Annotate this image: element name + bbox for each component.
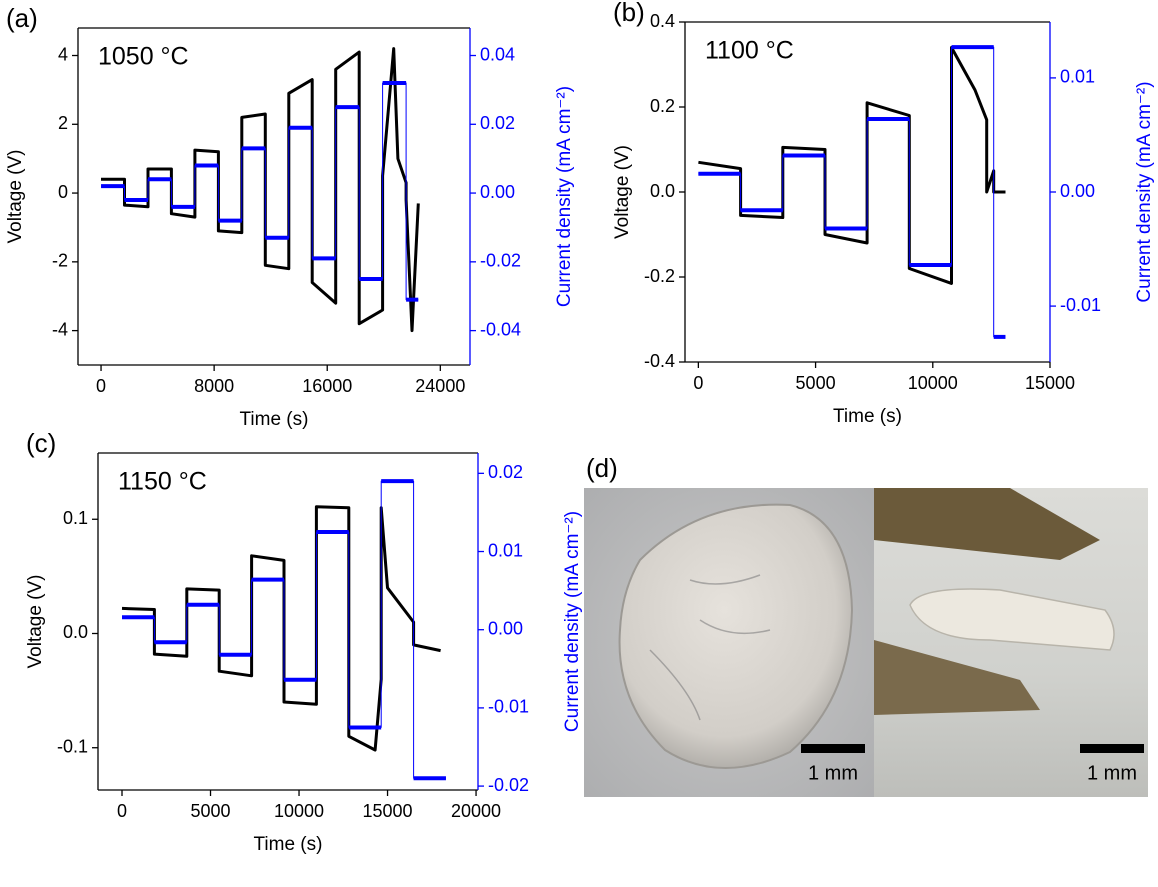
x-tick-label: 15000 <box>363 801 413 821</box>
x-tick-label: 8000 <box>194 376 234 396</box>
x-tick-label: 10000 <box>908 373 958 393</box>
y2-tick-label: 0.01 <box>1060 67 1095 87</box>
y2-tick-label: 0.04 <box>480 44 515 64</box>
y-tick-label: 4 <box>58 44 68 64</box>
chart: 0 8000 16000 24000 -4 -2 0 2 4 -0.04 -0.02 0.00 0.02… <box>5 3 575 430</box>
y-tick-label: -0.4 <box>644 351 675 371</box>
voltage-line <box>121 505 441 752</box>
tweezer-bottom <box>874 640 1040 715</box>
scale-bar <box>801 744 865 753</box>
annotation: 1050 °C <box>98 43 189 71</box>
y2-tick-label: 0.01 <box>488 540 523 560</box>
y2-tick-label: -0.02 <box>488 775 529 795</box>
panel-label: (c) <box>26 428 56 458</box>
y2-axis-title: Current density (mA cm⁻²) <box>1134 81 1155 302</box>
y-tick-label: -0.1 <box>57 736 88 756</box>
y-tick-label: 0.2 <box>650 96 675 116</box>
x-tick-label: 0 <box>693 373 703 393</box>
x-tick-label: 20000 <box>451 801 501 821</box>
y-tick-label: 0.4 <box>650 11 675 31</box>
photo-panel: (d) 1 mm 1 mm <box>584 453 1148 797</box>
tweezer-top <box>874 488 1100 560</box>
x-tick-label: 24000 <box>415 376 465 396</box>
y-axis-title: Voltage (V) <box>5 150 26 244</box>
y2-tick-label: 0.00 <box>488 618 523 638</box>
x-tick-label: 0 <box>117 801 127 821</box>
x-tick-label: 5000 <box>190 801 230 821</box>
y2-axis-title: Current density (mA cm⁻²) <box>554 86 575 307</box>
panel-label: (b) <box>613 0 645 27</box>
y-axis-title: Voltage (V) <box>25 575 46 669</box>
y2-tick-label: -0.01 <box>1060 295 1101 315</box>
y-tick-label: 0 <box>58 182 68 202</box>
y-axis-title: Voltage (V) <box>612 145 633 239</box>
current-line <box>698 46 1006 338</box>
x-axis-title: Time (s) <box>254 834 323 855</box>
y2-tick-label: 0.02 <box>480 113 515 133</box>
current-line <box>122 480 446 779</box>
scale-bar-label: 1 mm <box>808 762 858 784</box>
annotation: 1150 °C <box>118 468 207 496</box>
y-tick-label: -0.2 <box>644 266 675 286</box>
y2-tick-label: 0.00 <box>480 182 515 202</box>
disc-texture <box>649 574 771 721</box>
panel-label: (d) <box>586 453 618 483</box>
y2-tick-label: -0.04 <box>480 319 521 339</box>
panel-label: (a) <box>6 3 38 33</box>
x-axis-title: Time (s) <box>240 409 309 430</box>
x-tick-label: 0 <box>96 376 106 396</box>
chart: 0 5000 10000 15000 20000 -0.1 0.0 0.1 -0.02 -0.01… <box>25 428 583 855</box>
y-tick-label: -2 <box>52 251 68 271</box>
voltage-line <box>101 47 420 333</box>
y-tick-label: 0.1 <box>63 508 88 528</box>
sample-disc <box>618 503 854 769</box>
y-tick-label: 2 <box>58 113 68 133</box>
y2-tick-label: -0.01 <box>488 697 529 717</box>
y2-tick-label: 0.00 <box>1060 181 1095 201</box>
scale-bar-label: 1 mm <box>1087 762 1137 784</box>
x-tick-label: 15000 <box>1025 373 1075 393</box>
chart: 0 5000 10000 15000 -0.4 -0.2 0.0 0.2 0.4 -0.01 0.0… <box>612 0 1155 427</box>
x-tick-label: 16000 <box>302 376 352 396</box>
y-tick-label: -4 <box>52 319 68 339</box>
sample-edge <box>909 588 1115 651</box>
annotation: 1100 °C <box>705 37 794 65</box>
y2-axis-title: Current density (mA cm⁻²) <box>562 511 583 732</box>
y2-tick-label: 0.02 <box>488 462 523 482</box>
y2-tick-label: -0.02 <box>480 251 521 271</box>
y-tick-label: 0.0 <box>63 622 88 642</box>
x-tick-label: 5000 <box>796 373 836 393</box>
scale-bar <box>1080 744 1144 753</box>
x-tick-label: 10000 <box>274 801 324 821</box>
y-tick-label: 0.0 <box>650 181 675 201</box>
voltage-line <box>698 46 1006 285</box>
x-axis-title: Time (s) <box>833 406 902 427</box>
